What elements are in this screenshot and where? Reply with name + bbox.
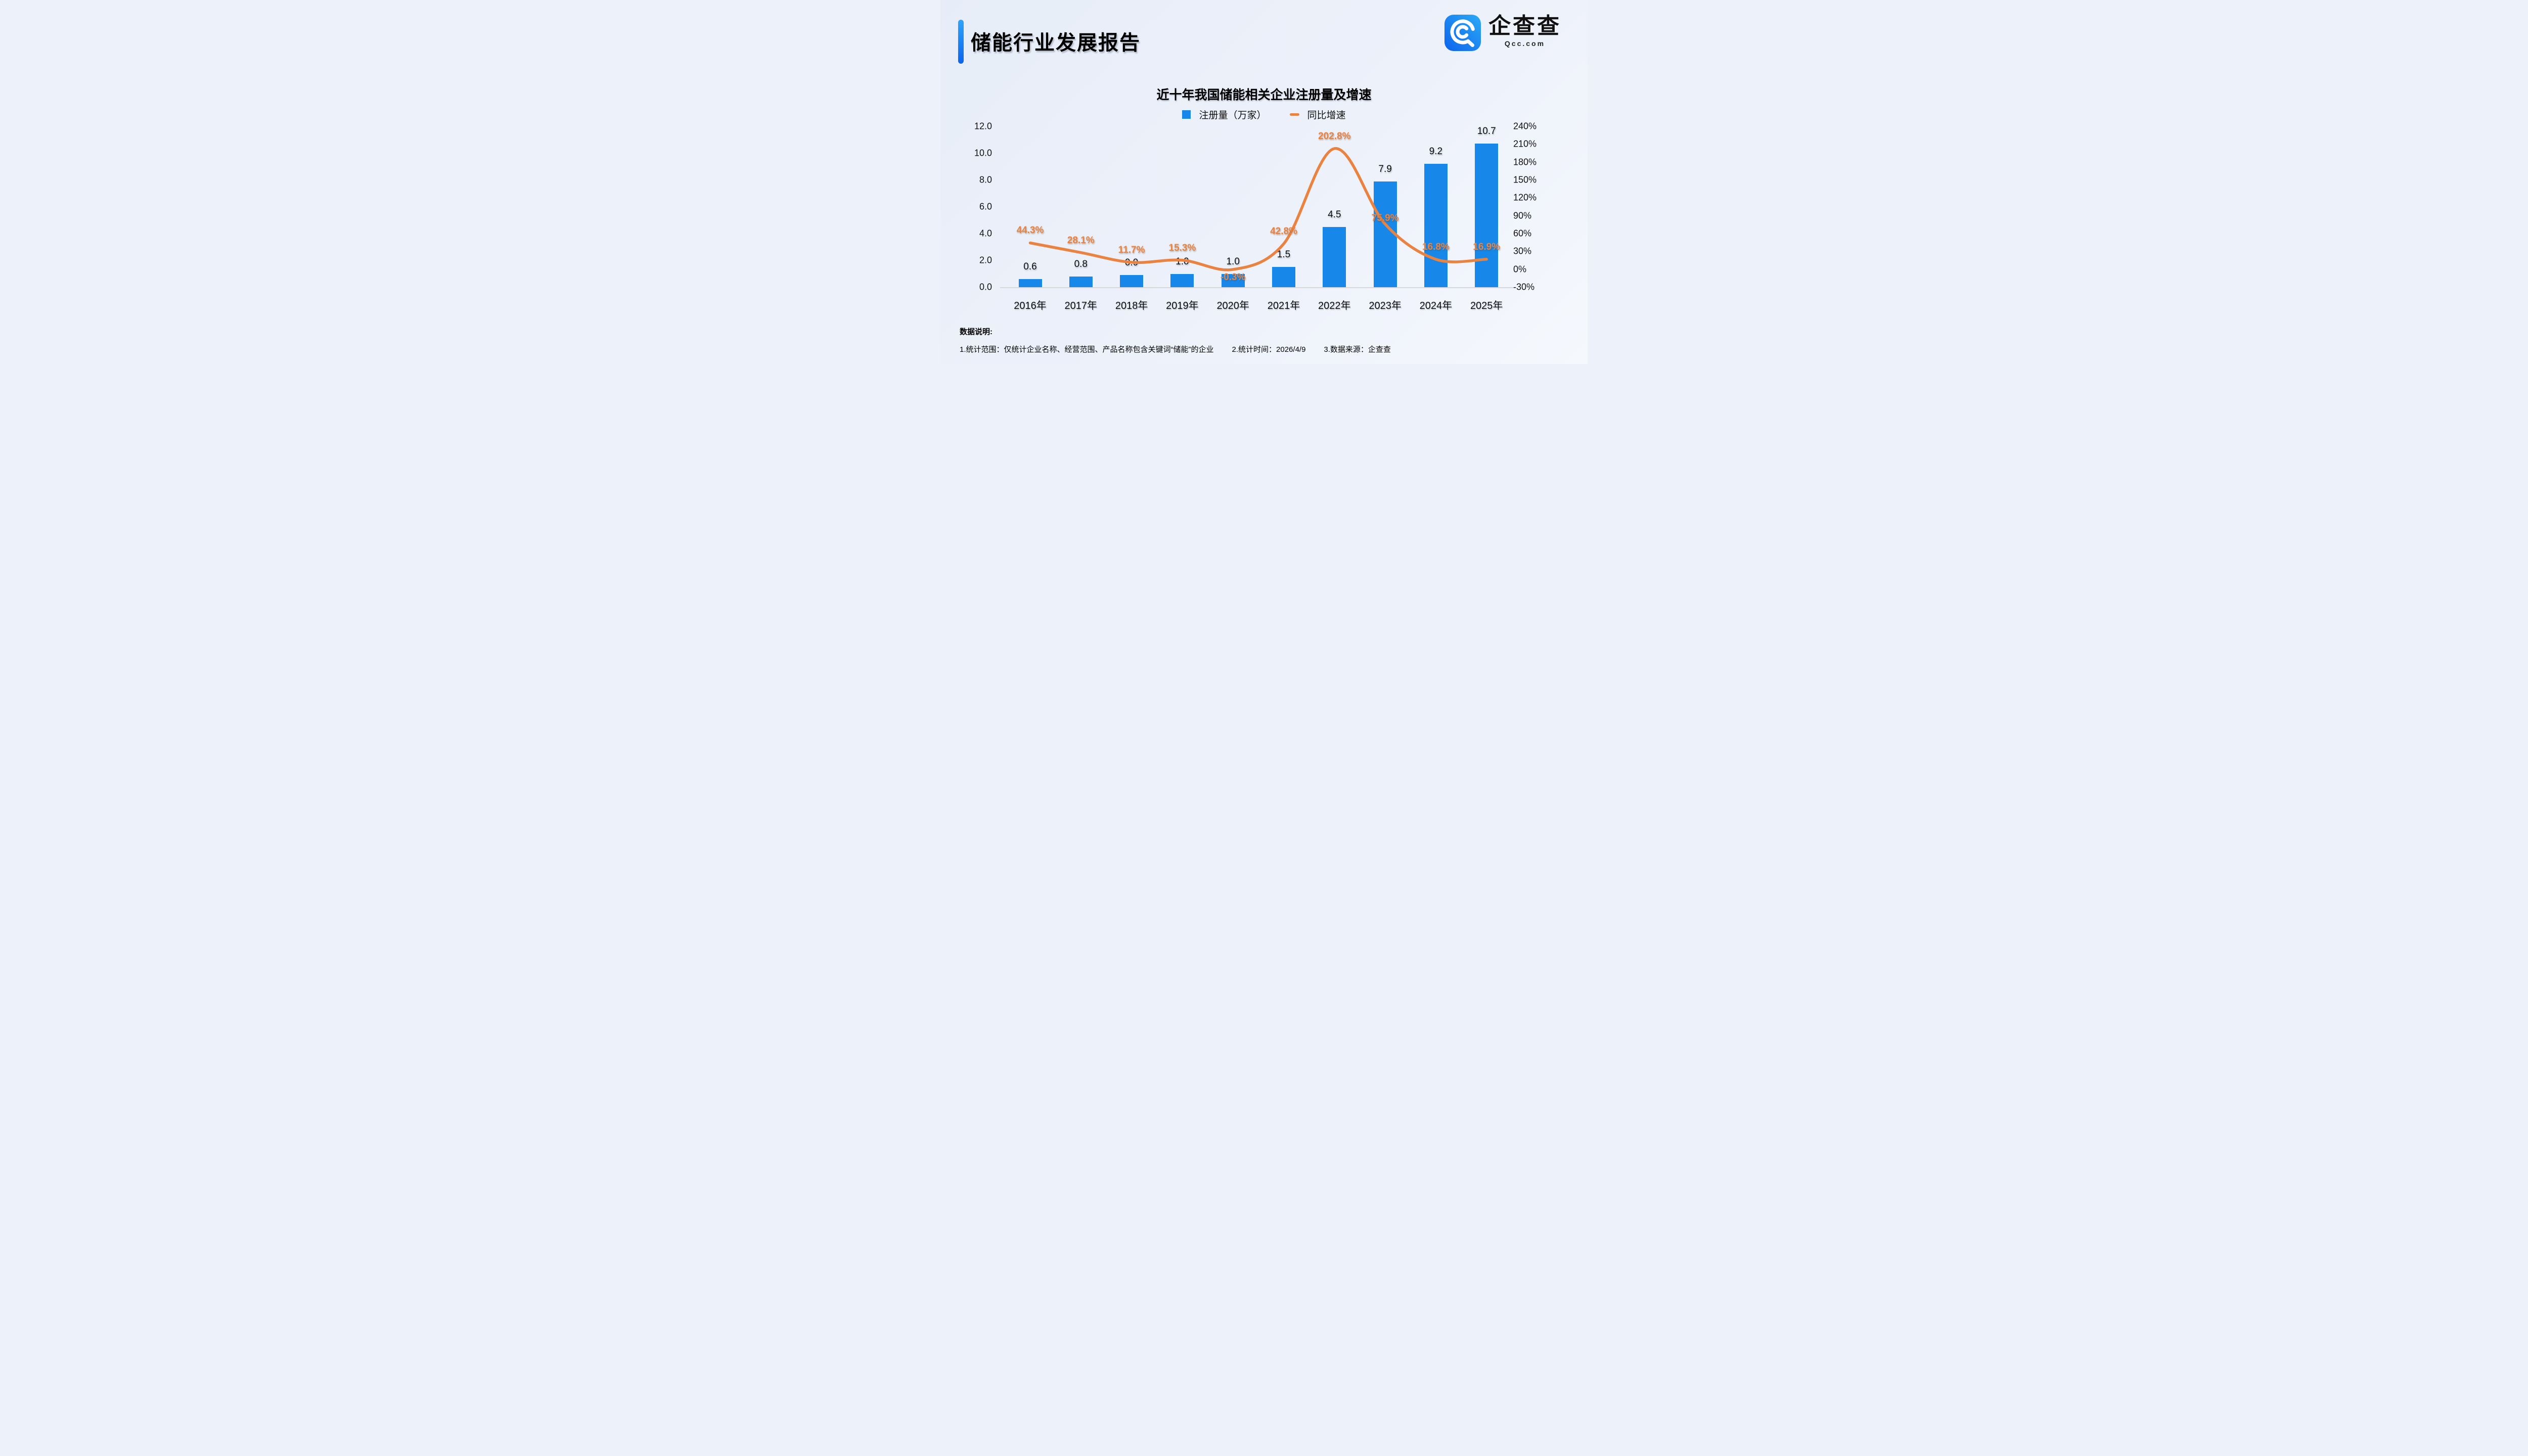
registrations-bar [1475, 144, 1499, 287]
registrations-bar [1272, 267, 1295, 287]
legend-item-registrations: 注册量（万家） [1199, 110, 1267, 121]
x-axis-year-label: 2019年 [1166, 300, 1199, 311]
growth-value-label: 16.9% [1473, 241, 1501, 252]
y-axis-right-tick: 60% [1513, 228, 1532, 239]
qcc-brand-name: 企查查 [1488, 14, 1561, 38]
qcc-domain: Qcc.com [1504, 39, 1546, 48]
footnote-time: 2.统计时间：2026/4/9 [1232, 345, 1306, 354]
footnote-source: 3.数据来源：企查查 [1324, 345, 1391, 354]
growth-value-label: 16.8% [1422, 241, 1450, 252]
qcc-logo-text: 企查查 Qcc.com [1488, 14, 1561, 48]
footnote-heading: 数据说明: [960, 328, 992, 336]
y-axis-right-tick: 30% [1513, 246, 1532, 256]
y-axis-right-tick: 210% [1513, 139, 1537, 149]
registrations-bar [1221, 274, 1245, 287]
chart-legend: 注册量（万家） 同比增速 [940, 108, 1588, 121]
legend-item-growth: 同比增速 [1307, 110, 1346, 121]
bar-value-label: 4.5 [1328, 209, 1341, 220]
y-axis-right-tick: 120% [1513, 192, 1537, 203]
growth-value-label: 15.3% [1168, 242, 1196, 253]
y-axis-right-tick: 180% [1513, 157, 1537, 167]
x-axis-year-label: 2022年 [1318, 300, 1351, 311]
growth-value-label: 42.8% [1270, 226, 1297, 237]
registrations-bar [1069, 276, 1093, 287]
chart-plot-area: 0.0 2.0 4.0 6.0 8.0 10.0 12.0 -30% 0% 30% 60% 90% 12… [940, 0, 1588, 364]
title-accent-bar [958, 20, 964, 64]
page-title: 储能行业发展报告 [971, 32, 1141, 54]
qcc-logo: 企查查 Qcc.com [1444, 14, 1561, 52]
x-axis-year-label: 2023年 [1369, 300, 1402, 311]
registrations-bar [1120, 275, 1144, 287]
x-axis-year-label: 2025年 [1470, 300, 1503, 311]
qcc-magnifier-icon [1444, 15, 1481, 51]
report-page: 储能行业发展报告 企查查 Qcc.com 近十年我国储能相关企业注册量及增速 注… [940, 0, 1588, 364]
x-axis-year-label: 2024年 [1419, 300, 1453, 311]
registrations-bar [1170, 274, 1194, 287]
registrations-bar [1323, 226, 1346, 287]
registrations-bar [1373, 181, 1397, 287]
bar-value-label: 0.6 [1023, 261, 1037, 272]
bar-value-label: 1.5 [1277, 249, 1291, 260]
growth-value-label: 44.3% [1016, 225, 1044, 236]
x-axis-year-label: 2016年 [1014, 300, 1047, 311]
registrations-bar [1424, 164, 1448, 287]
growth-value-label: 202.8% [1318, 130, 1351, 142]
growth-value-label: 11.7% [1118, 244, 1145, 255]
chart-title: 近十年我国储能相关企业注册量及增速 [1156, 88, 1372, 102]
y-axis-left-tick: 8.0 [979, 174, 992, 185]
growth-value-label: 28.1% [1067, 235, 1095, 246]
growth-value-label: -0.3% [1220, 272, 1246, 283]
footnote-row: 1.统计范围：仅统计企业名称、经营范围、产品名称包含关键词“储能”的企业 2.统… [960, 344, 1391, 354]
bar-value-label: 0.9 [1124, 257, 1139, 268]
registrations-bar [1018, 279, 1042, 287]
x-axis-year-label: 2020年 [1216, 300, 1249, 311]
y-axis-left-tick: 6.0 [979, 201, 992, 212]
y-axis-left-tick: 4.0 [979, 228, 992, 239]
bar-value-label: 10.7 [1477, 126, 1496, 137]
x-axis-year-label: 2017年 [1064, 300, 1098, 311]
x-axis-year-label: 2018年 [1115, 300, 1148, 311]
bar-value-label: 0.8 [1074, 258, 1088, 269]
y-axis-right-tick: 240% [1513, 121, 1537, 131]
bar-value-label: 1.0 [1226, 256, 1240, 267]
y-axis-left-tick: 10.0 [974, 148, 992, 158]
y-axis-right-tick: 90% [1513, 210, 1532, 221]
bar-value-label: 1.0 [1176, 256, 1189, 267]
x-axis-year-label: 2021年 [1267, 300, 1300, 311]
growth-value-label: 75.9% [1371, 213, 1399, 224]
footnote-scope: 1.统计范围：仅统计企业名称、经营范围、产品名称包含关键词“储能”的企业 [960, 345, 1214, 354]
growth-line-path [1028, 147, 1488, 271]
bar-value-label: 7.9 [1378, 163, 1392, 174]
x-axis-baseline [1000, 287, 1514, 288]
y-axis-left-tick: 2.0 [979, 255, 992, 265]
y-axis-left-tick: 0.0 [979, 282, 992, 292]
y-axis-left-tick: 12.0 [974, 121, 992, 131]
y-axis-right-tick: -30% [1513, 282, 1535, 292]
legend-bar-swatch-icon [1182, 110, 1191, 119]
y-axis-right-tick: 0% [1513, 264, 1527, 275]
legend-line-swatch-icon [1289, 113, 1299, 116]
y-axis-right-tick: 150% [1513, 174, 1537, 185]
bar-value-label: 9.2 [1429, 146, 1443, 157]
